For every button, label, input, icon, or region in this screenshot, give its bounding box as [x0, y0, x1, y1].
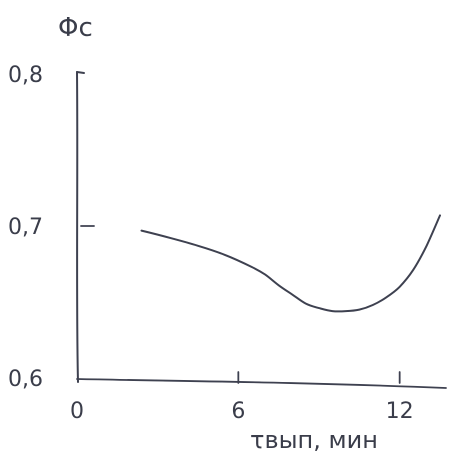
x-tick-label: 12 — [386, 399, 414, 424]
x-tick-label: 0 — [70, 399, 84, 424]
series-line — [140, 214, 441, 313]
axes — [76, 71, 447, 389]
y-tick-label: 0,8 — [8, 63, 43, 88]
y-tick-label: 0,7 — [8, 215, 43, 240]
y-axis-title: Φс — [58, 13, 93, 43]
y-axis-line — [76, 71, 79, 383]
x-axis-title: τвып, мин — [250, 426, 378, 454]
y-axis-cap — [76, 71, 85, 74]
ticks: 0,6 0,7 0,8 0 6 12 — [8, 63, 414, 424]
x-axis-line — [76, 378, 447, 389]
y-tick-label: 0,6 — [8, 367, 43, 392]
series-layer — [140, 214, 441, 313]
x-tick-label: 6 — [231, 399, 245, 424]
